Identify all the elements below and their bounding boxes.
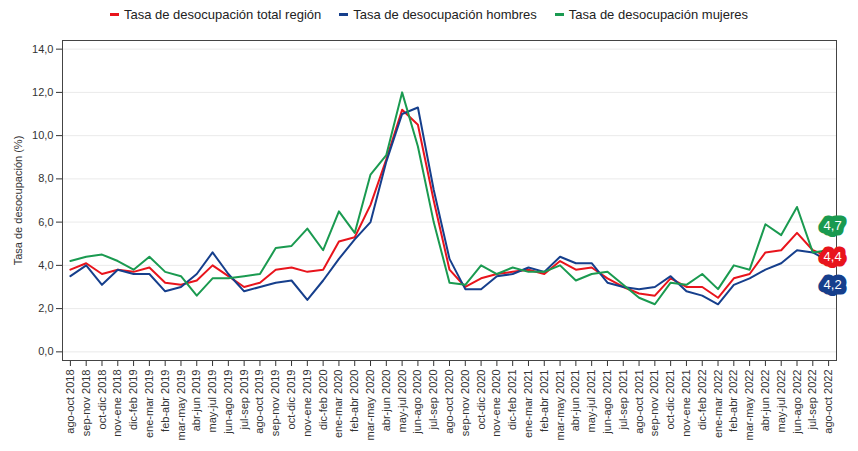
html-text:Tasa de desocupación hombres: Tasa de desocupación hombres [353,6,537,22]
svg-text:4,7: 4,7 [824,218,842,233]
svg-text:4,4: 4,4 [824,249,842,264]
svg-text:nov-ene 2021: nov-ene 2021 [680,370,692,437]
svg-text:may-jul 2020: may-jul 2020 [396,370,408,433]
svg-text:12,0: 12,0 [32,86,53,98]
svg-text:dic-feb 2021: dic-feb 2021 [506,370,518,431]
svg-text:nov-ene 2019: nov-ene 2019 [301,370,313,437]
svg-text:4,2: 4,2 [824,277,842,292]
svg-text:jun-ago 2022: jun-ago 2022 [791,370,803,435]
svg-text:sep-nov 2019: sep-nov 2019 [269,370,281,437]
svg-text:4,0: 4,0 [38,259,53,271]
svg-text:oct-dic 2018: oct-dic 2018 [96,370,108,430]
svg-text:feb-abr 2020: feb-abr 2020 [348,370,360,432]
svg-text:feb-abr 2022: feb-abr 2022 [727,370,739,432]
svg-text:jul-sep 2019: jul-sep 2019 [238,370,250,431]
svg-text:jul-sep 2022: jul-sep 2022 [806,370,818,431]
svg-text:sep-nov 2018: sep-nov 2018 [80,370,92,437]
html-text:Tasa de desocupación total reg: Tasa de desocupación total región [123,6,322,22]
svg-text:oct-dic 2020: oct-dic 2020 [475,370,487,430]
svg-text:ene-mar 2020: ene-mar 2020 [332,370,344,439]
svg-text:ene-mar 2022: ene-mar 2022 [712,370,724,439]
svg-text:mar-may 2020: mar-may 2020 [364,370,376,441]
svg-text:dic-feb 2022: dic-feb 2022 [696,370,708,431]
svg-text:ago-oct 2018: ago-oct 2018 [64,370,76,434]
svg-text:8,0: 8,0 [38,172,53,184]
svg-text:jul-sep 2021: jul-sep 2021 [617,370,629,431]
svg-text:ene-mar 2019: ene-mar 2019 [143,370,155,439]
svg-text:0,0: 0,0 [38,345,53,357]
svg-text:6,0: 6,0 [38,216,53,228]
svg-text:jun-ago 2020: jun-ago 2020 [411,370,423,435]
svg-text:nov-ene 2020: nov-ene 2020 [490,370,502,437]
svg-text:2,0: 2,0 [38,302,53,314]
svg-text:ene-mar 2021: ene-mar 2021 [522,370,534,439]
svg-text:sep-nov 2020: sep-nov 2020 [459,370,471,437]
svg-text:sep-nov 2021: sep-nov 2021 [648,370,660,437]
svg-text:abr-jun 2022: abr-jun 2022 [759,370,771,432]
svg-text:dic-feb 2020: dic-feb 2020 [317,370,329,431]
svg-text:ago-oct 2020: ago-oct 2020 [443,370,455,434]
svg-text:nov-ene 2018: nov-ene 2018 [111,370,123,437]
svg-text:ago-oct 2021: ago-oct 2021 [633,370,645,434]
svg-text:oct-dic 2021: oct-dic 2021 [664,370,676,430]
svg-text:abr-jun 2019: abr-jun 2019 [190,370,202,432]
svg-text:mar-may 2019: mar-may 2019 [174,370,186,441]
svg-text:10,0: 10,0 [32,129,53,141]
svg-text:feb-abr 2019: feb-abr 2019 [159,370,171,432]
svg-text:ago-oct 2022: ago-oct 2022 [822,370,834,434]
svg-text:ago-oct 2019: ago-oct 2019 [253,370,265,434]
svg-text:may-jul 2019: may-jul 2019 [206,370,218,433]
svg-text:jun-ago 2019: jun-ago 2019 [222,370,234,435]
svg-text:abr-jun 2020: abr-jun 2020 [380,370,392,432]
svg-text:mar-may 2021: mar-may 2021 [554,370,566,441]
svg-text:feb-abr 2021: feb-abr 2021 [538,370,550,432]
svg-text:may-jul 2021: may-jul 2021 [585,370,597,433]
svg-text:jul-sep 2020: jul-sep 2020 [427,370,439,431]
svg-text:abr-jun 2021: abr-jun 2021 [569,370,581,432]
svg-text:dic-feb 2019: dic-feb 2019 [127,370,139,431]
svg-text:oct-dic 2019: oct-dic 2019 [285,370,297,430]
svg-text:Tasa de desocupación (%): Tasa de desocupación (%) [12,136,24,266]
html-text:Tasa de desocupación mujeres: Tasa de desocupación mujeres [568,6,748,22]
svg-text:14,0: 14,0 [32,43,53,55]
svg-text:mar-may 2022: mar-may 2022 [743,370,755,441]
svg-text:jun-ago 2021: jun-ago 2021 [601,370,613,435]
svg-text:may-jul 2022: may-jul 2022 [775,370,787,433]
